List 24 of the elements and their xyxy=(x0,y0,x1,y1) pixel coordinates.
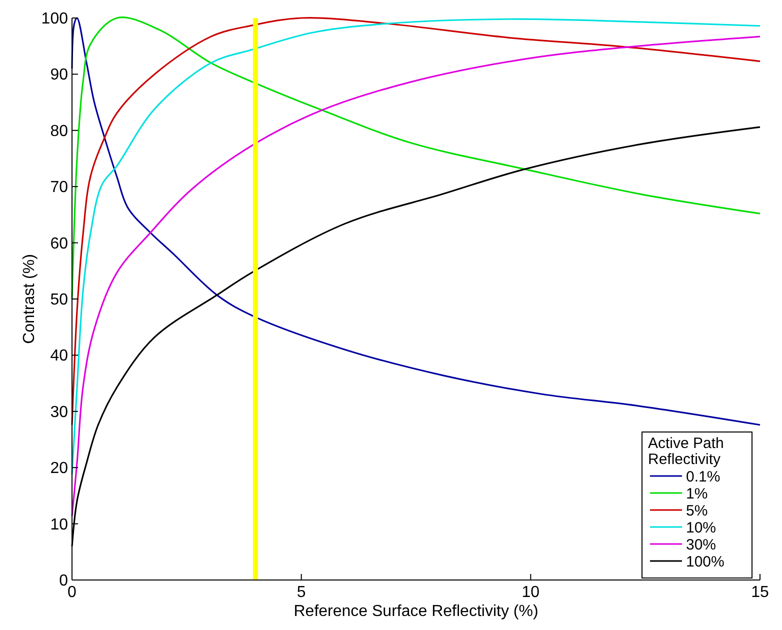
y-tick-label: 40 xyxy=(50,348,68,365)
legend-label: 5% xyxy=(686,502,708,520)
y-tick-label: 60 xyxy=(50,235,68,252)
x-axis-title: Reference Surface Reflectivity (%) xyxy=(294,603,538,620)
legend-label: 1% xyxy=(686,486,708,502)
legend-label: 0.1% xyxy=(686,468,720,486)
y-tick-label: 100 xyxy=(41,10,68,28)
x-tick-label: 10 xyxy=(522,584,540,601)
x-tick-label: 5 xyxy=(296,584,306,601)
y-tick-label: 70 xyxy=(50,179,68,196)
y-tick-label: 30 xyxy=(50,404,68,421)
y-tick-label: 20 xyxy=(50,460,68,478)
legend-label: 100% xyxy=(686,554,724,570)
legend-label: 30% xyxy=(686,536,716,554)
y-tick-label: 80 xyxy=(50,122,68,140)
y-tick-label: 0 xyxy=(59,572,68,590)
line-series xyxy=(71,16,761,300)
x-tick-label: 15 xyxy=(751,584,769,601)
y-tick-label: 10 xyxy=(50,516,68,534)
legend-title: Active Path Reflectivity xyxy=(648,435,724,468)
y-axis-title: Contrast (%) xyxy=(21,254,38,344)
y-tick-label: 50 xyxy=(50,292,68,308)
y-tick-label: 90 xyxy=(50,66,68,84)
legend-label: 10% xyxy=(686,520,716,536)
